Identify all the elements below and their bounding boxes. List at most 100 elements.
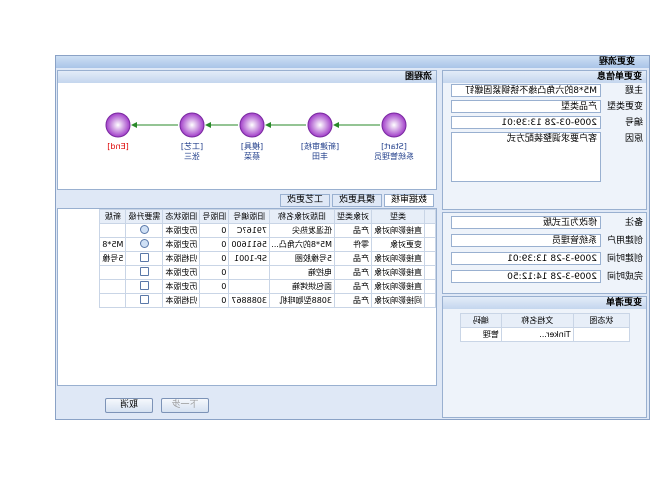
- cell: 5611600: [229, 238, 270, 252]
- column-header: 需要升级: [126, 210, 163, 224]
- node-tag: [End]: [107, 142, 128, 151]
- title-bar: 变更流程: [56, 56, 649, 68]
- panel-header: 流程图: [58, 71, 436, 83]
- cell: 变更对象: [372, 238, 425, 252]
- node-tag: [新建审核]: [301, 141, 339, 151]
- cell: 产品: [335, 224, 372, 238]
- cell: 间接影响对象: [372, 294, 425, 308]
- cell: 产品: [335, 280, 372, 294]
- flow-node[interactable]: [180, 113, 204, 137]
- tabs: 数据审核模具更改工艺更改: [134, 194, 434, 207]
- tab[interactable]: 模具更改: [332, 194, 382, 207]
- cell: [100, 266, 126, 280]
- field-value: 2009-3-28 14:12:50: [451, 270, 601, 283]
- panel-header: 变更单信息: [443, 71, 646, 83]
- field-label: 备注: [603, 216, 643, 230]
- cell: 7916?C: [229, 224, 270, 238]
- checkbox-cell: [126, 266, 163, 280]
- row-indicator: [425, 266, 436, 280]
- cell: 产品: [335, 294, 372, 308]
- cell: 电控箱: [270, 266, 335, 280]
- list-panel: 变更清单 状态图文档名称编码Tinker...管理: [442, 296, 647, 418]
- checkbox-cell: [126, 252, 163, 266]
- column-header: 旧版状态: [163, 210, 200, 224]
- checkbox[interactable]: [140, 225, 149, 234]
- table-row[interactable]: 变更对象零件M5*8的六角凸...56116000历史版本M5*8: [100, 238, 436, 252]
- cell: 0: [200, 238, 229, 252]
- checkbox[interactable]: [140, 267, 149, 276]
- cell: 5号橡: [100, 252, 126, 266]
- cell: 0: [200, 280, 229, 294]
- cell: 0: [200, 266, 229, 280]
- flow-panel: 流程图 [Start]系统管理员[新建审核]丰田[模具]蔡菜[工艺]张三[End…: [57, 70, 437, 190]
- table-row[interactable]: 直接影响对象产品电控箱 0历史版本: [100, 266, 436, 280]
- field-label: 创建时间: [603, 252, 643, 266]
- field-value: 2009-3-28 13:39:01: [451, 252, 601, 265]
- table-row[interactable]: 直接影响对象产品低温发热尖7916?C0历史版本: [100, 224, 436, 238]
- flow-node[interactable]: [106, 113, 130, 137]
- flow-node[interactable]: [382, 113, 406, 137]
- cell: 低温发热尖: [270, 224, 335, 238]
- flow-node[interactable]: [240, 113, 264, 137]
- field-label: 主题: [603, 84, 643, 98]
- row-indicator: [425, 238, 436, 252]
- cell: 面包烘烤箱: [270, 280, 335, 294]
- table-row[interactable]: 直接影响对象产品面包烘烤箱0历史版本: [100, 280, 436, 294]
- field-label: 创建用户: [603, 234, 643, 248]
- field-value: 修改为正式版: [451, 216, 601, 229]
- panel-header: 变更清单: [443, 297, 646, 309]
- cell: 直接影响对象: [372, 252, 425, 266]
- checkbox[interactable]: [140, 281, 149, 290]
- cell: 3088867: [229, 294, 270, 308]
- cell: 直接影响对象: [372, 266, 425, 280]
- cell: 产品: [335, 252, 372, 266]
- change-list: 状态图文档名称编码Tinker...管理: [460, 313, 630, 342]
- table-row[interactable]: 间接影响对象产品3088型咖啡机30888670归档版本: [100, 294, 436, 308]
- field-label: 变更类型: [603, 100, 643, 114]
- field-value: 产品类型: [451, 100, 601, 113]
- field-value: 2009-03-28 13:39:01: [451, 116, 601, 129]
- node-tag: [Start]: [381, 142, 407, 151]
- node-name: 张三: [184, 152, 200, 161]
- cell: [573, 328, 629, 342]
- cell: 0: [200, 252, 229, 266]
- checkbox-cell: [126, 238, 163, 252]
- column-header: 旧版对象名称: [270, 210, 335, 224]
- cell: 归档版本: [163, 252, 200, 266]
- table-row[interactable]: 直接影响对象产品5号橡胶圈SP-10010归档版本5号橡: [100, 252, 436, 266]
- column-header: 旧版号: [200, 210, 229, 224]
- cell: SP-1001: [229, 252, 270, 266]
- column-header: 类型: [372, 210, 425, 224]
- node-name: 系统管理员: [374, 151, 414, 161]
- flow-node[interactable]: [308, 113, 332, 137]
- cell: Tinker...: [501, 328, 573, 342]
- tab[interactable]: 工艺更改: [280, 194, 330, 207]
- node-tag: [模具]: [241, 141, 263, 151]
- checkbox[interactable]: [140, 253, 149, 262]
- flow-canvas: [Start]系统管理员[新建审核]丰田[模具]蔡菜[工艺]张三[End]: [58, 83, 436, 189]
- checkbox-cell: [126, 224, 163, 238]
- cell: 历史版本: [163, 238, 200, 252]
- checkbox[interactable]: [140, 239, 149, 248]
- field-value: M5*8的六角凸缘不锈钢紧固螺钉: [451, 84, 601, 97]
- list-header: 状态图文档名称编码: [461, 314, 630, 328]
- cell: 3088型咖啡机: [270, 294, 335, 308]
- cell: 产品: [335, 266, 372, 280]
- checkbox-cell: [126, 280, 163, 294]
- next-button[interactable]: 下一步: [161, 398, 209, 413]
- cell: 历史版本: [163, 266, 200, 280]
- column-header: 编码: [461, 314, 502, 328]
- checkbox[interactable]: [140, 295, 149, 304]
- tab[interactable]: 数据审核: [384, 194, 434, 207]
- field-label: 原因: [603, 132, 643, 146]
- table-wrap: 类型对象类型旧版对象名称旧版编号旧版号旧版状态需要升级新版直接影响对象产品低温发…: [57, 208, 437, 386]
- column-header: 新版: [100, 210, 126, 224]
- node-name: 丰田: [312, 151, 328, 161]
- cell: 零件: [335, 238, 372, 252]
- cell: M5*8: [100, 238, 126, 252]
- list-row[interactable]: Tinker...管理: [461, 328, 630, 342]
- row-indicator: [425, 294, 436, 308]
- row-indicator: [425, 210, 436, 224]
- column-header: 状态图: [573, 314, 629, 328]
- cancel-button[interactable]: 取消: [105, 398, 153, 413]
